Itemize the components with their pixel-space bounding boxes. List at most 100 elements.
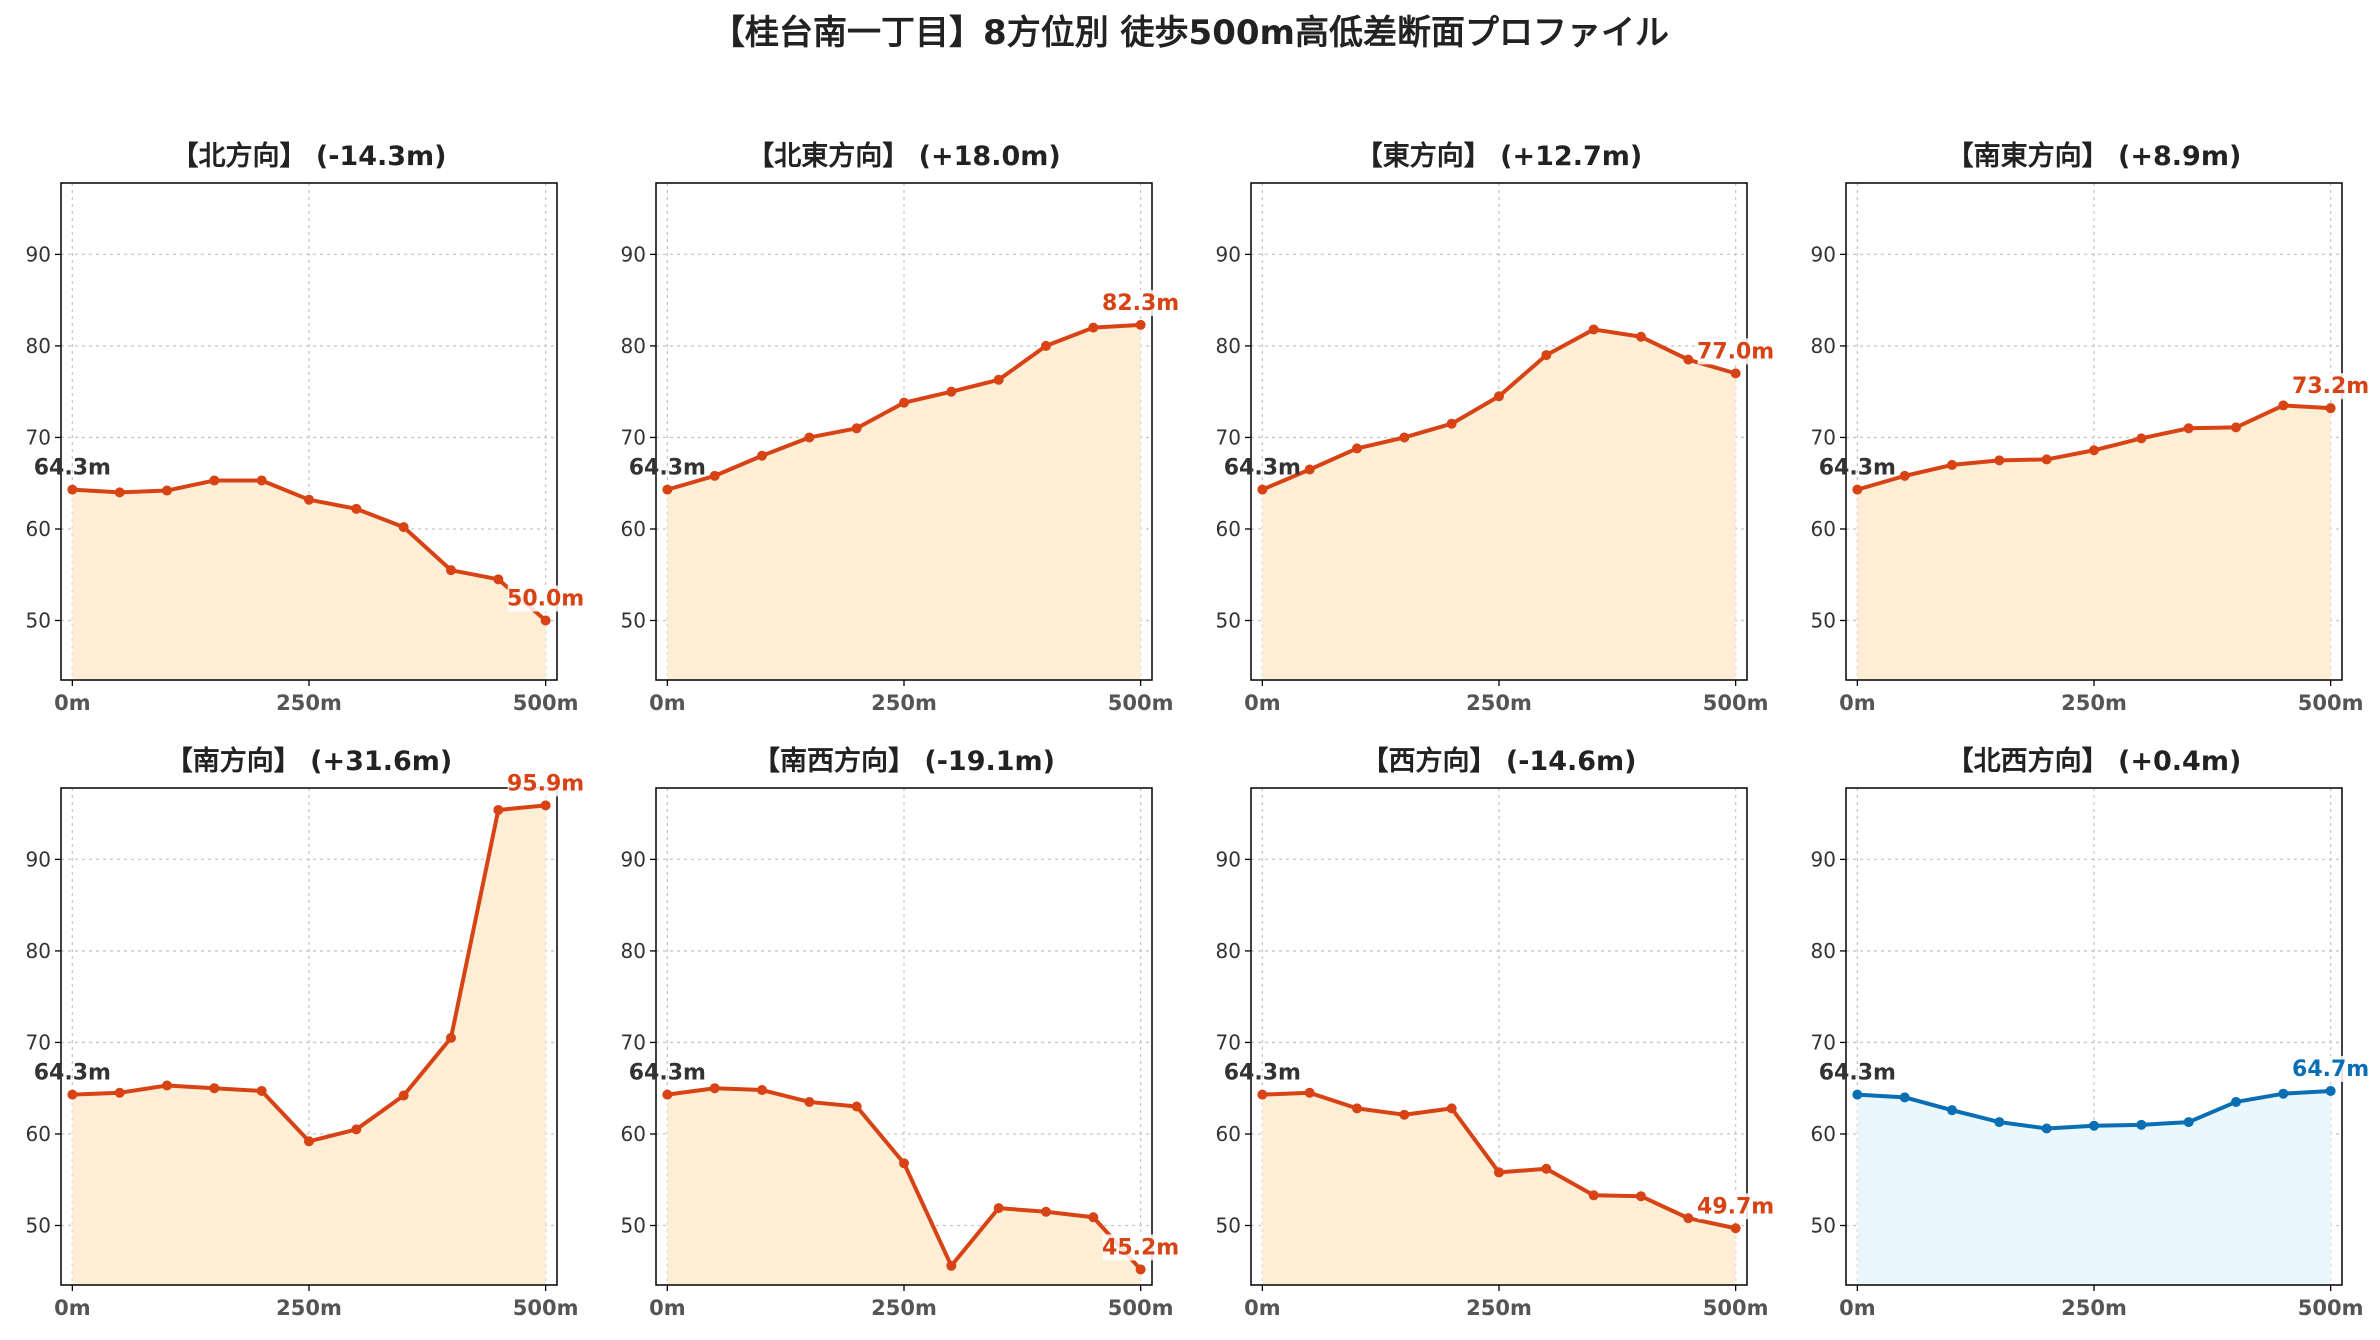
data-point-10 [1730,1223,1741,1234]
y-tick-label: 60 [1811,517,1836,541]
profile-area [667,1088,1141,1285]
x-tick-label: 0m [649,691,686,715]
x-tick-label: 500m [1703,1296,1769,1320]
y-tick-label: 60 [26,517,51,541]
end-elevation-label: 50.0m [507,587,584,612]
end-elevation-label-group: 49.7m [1697,1193,1774,1220]
panel-title: 【南方向】 (+31.6m) [166,745,452,777]
x-tick-label: 500m [513,691,579,715]
data-point-4 [851,423,862,434]
y-tick-label: 80 [1216,939,1241,963]
data-point-4 [256,1085,267,1096]
end-label-box [2292,373,2369,400]
data-point-1 [1899,470,1910,481]
x-tick-label: 250m [2061,691,2127,715]
data-point-6 [946,386,957,397]
end-label-box [1697,1193,1774,1220]
x-tick-label: 0m [54,691,91,715]
data-point-9 [1683,1213,1694,1224]
data-point-8 [445,565,456,576]
data-point-4 [256,475,267,486]
y-tick-label: 70 [1216,425,1241,449]
data-point-7 [1588,324,1599,335]
data-point-9 [1683,354,1694,365]
y-tick-label: 70 [26,425,51,449]
data-point-8 [2230,1096,2241,1107]
data-point-5 [899,397,909,408]
y-tick-label: 60 [621,517,646,541]
end-elevation-label: 73.2m [2292,374,2369,399]
y-tick-label: 80 [621,939,646,963]
end-elevation-label-group: 95.9m [507,770,584,797]
profile-area [72,805,546,1285]
x-tick-label: 0m [1244,691,1281,715]
data-point-10 [1135,319,1146,330]
profile-area [667,324,1141,680]
data-point-5 [1494,391,1504,402]
x-tick-label: 250m [276,1296,342,1320]
data-point-8 [1040,340,1051,351]
data-point-0 [1852,1089,1863,1100]
y-tick-label: 50 [1811,1214,1836,1238]
start-elevation-label: 64.3m [1224,1061,1301,1086]
data-point-10 [540,800,551,811]
data-point-8 [2230,422,2241,433]
data-point-0 [662,1089,673,1100]
data-point-9 [2278,400,2289,411]
data-point-7 [1588,1190,1599,1201]
y-tick-label: 70 [26,1030,51,1054]
y-tick-label: 70 [621,425,646,449]
y-tick-label: 70 [1811,425,1836,449]
y-tick-label: 80 [26,939,51,963]
y-tick-label: 90 [1216,242,1241,266]
panel-title: 【南東方向】 (+8.9m) [1947,140,2242,172]
y-tick-label: 80 [26,334,51,358]
x-tick-label: 0m [54,1296,91,1320]
data-point-5 [2089,1120,2099,1131]
data-point-4 [851,1101,862,1112]
data-point-2 [757,1085,768,1096]
y-tick-label: 90 [621,242,646,266]
end-label-box [1102,289,1179,316]
y-tick-label: 80 [1216,334,1241,358]
data-point-9 [493,574,504,585]
end-label-box [2292,1055,2369,1082]
data-point-0 [67,484,78,495]
y-tick-label: 90 [26,242,51,266]
x-tick-label: 250m [1466,691,1532,715]
data-point-5 [304,1136,314,1147]
y-tick-label: 50 [621,1214,646,1238]
y-tick-label: 70 [1216,1030,1241,1054]
profile-area [1262,1092,1736,1285]
y-tick-label: 50 [621,609,646,633]
profile-area [72,480,546,680]
data-point-8 [1635,1191,1646,1202]
x-tick-label: 500m [1108,1296,1174,1320]
data-point-2 [1352,443,1363,454]
data-point-0 [1852,484,1863,495]
x-tick-label: 500m [513,1296,579,1320]
end-label-box [1102,1234,1179,1261]
x-tick-label: 500m [2298,691,2364,715]
panel-title: 【南西方向】 (-19.1m) [753,745,1055,777]
end-elevation-label-group: 82.3m [1102,289,1179,316]
data-point-1 [709,470,720,481]
figure-title: 【桂台南一丁目】8方位別 徒歩500m高低差断面プロファイル [711,13,1669,53]
end-elevation-label: 45.2m [1102,1235,1179,1260]
data-point-6 [1541,350,1552,361]
data-point-1 [1304,464,1315,475]
data-point-5 [1494,1167,1504,1178]
data-point-3 [209,1083,220,1094]
end-elevation-label: 77.0m [1697,339,1774,364]
x-tick-label: 250m [276,691,342,715]
data-point-3 [1994,1117,2005,1128]
data-point-7 [993,1203,1004,1214]
panel-7: 50 60 70 80 90 0m 250m 500m 【北西方向】 (+0.4m) 64.3m 6… [1811,745,2370,1320]
data-point-1 [1304,1087,1315,1098]
x-tick-label: 500m [1108,691,1174,715]
data-point-6 [351,1124,362,1135]
panel-2: 50 60 70 80 90 0m 250m 500m 【東方向】 (+12.7m) 64.3m 7… [1216,140,1775,715]
x-tick-label: 500m [1703,691,1769,715]
data-point-8 [1040,1206,1051,1217]
